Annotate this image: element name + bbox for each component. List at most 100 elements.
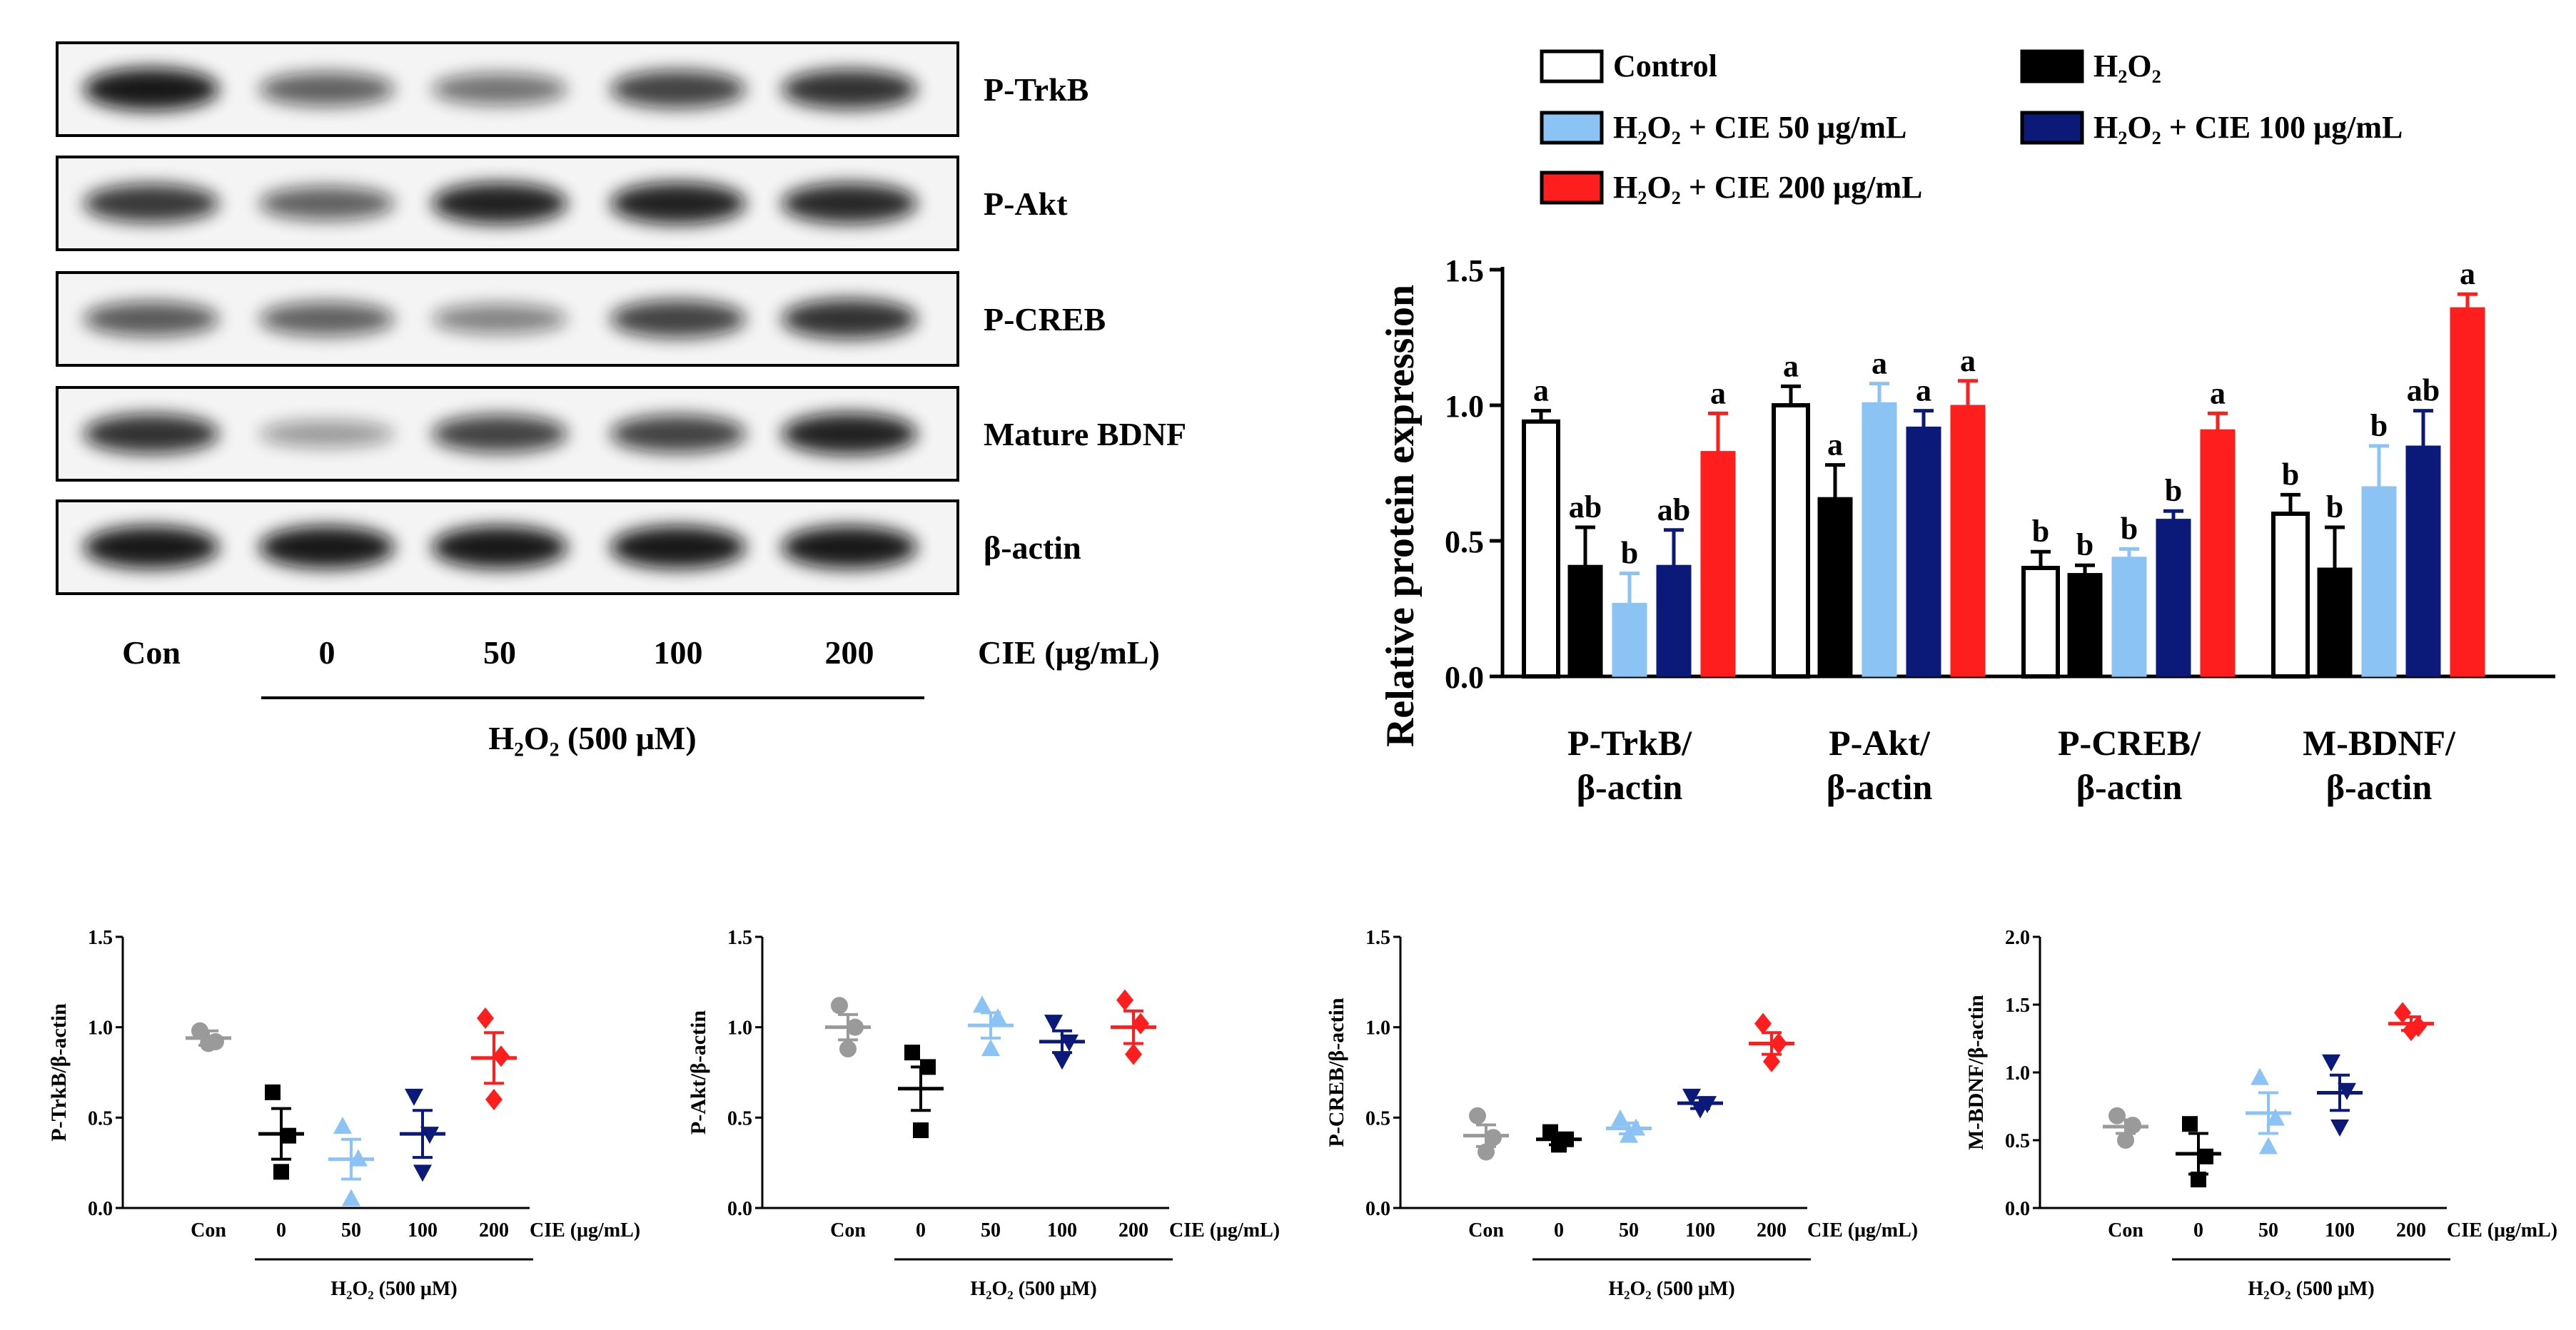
scatter-point — [2403, 1020, 2420, 1042]
scatter-y-tick-label: 1.0 — [727, 1017, 752, 1040]
bar-h-o-cie-50-g-ml-1 — [1612, 602, 1647, 677]
bar-h-o-4 — [2317, 567, 2353, 677]
scatter-x-unit-label: CIE (μg/mL) — [2447, 1219, 2557, 1242]
blot-unit-label: CIE (μg/mL) — [978, 634, 1160, 671]
scatter-point — [2182, 1116, 2198, 1132]
scatter-point — [2108, 1107, 2126, 1125]
bar-significance-letter: a — [1872, 346, 1887, 381]
bar-h-o-cie-200-g-ml-1 — [1700, 451, 1736, 677]
scatter-y-tick-label: 0.0 — [88, 1198, 113, 1220]
bar-h-o-cie-200-g-ml-4 — [2450, 307, 2485, 677]
scatter-x-tick-label: 100 — [1047, 1219, 1077, 1242]
bar-significance-letter: b — [2370, 408, 2388, 443]
blot-band — [84, 68, 219, 111]
scatter-y-tick-label: 1.5 — [88, 927, 113, 949]
scatter-point — [904, 1045, 920, 1061]
blot-band — [259, 72, 395, 106]
legend-entry-h-o-cie-200-g-ml: H₂O₂ + CIE 200 μg/mL — [1540, 170, 1922, 205]
bar-category-label-line2: β-actin — [2076, 767, 2183, 807]
scatter-x-tick-label: 0 — [916, 1219, 926, 1242]
blot-band — [610, 182, 746, 225]
scatter-x-tick-label: Con — [830, 1219, 866, 1242]
scatter-point — [981, 1039, 1000, 1057]
scatter-x-tick-label: 50 — [341, 1219, 361, 1242]
scatter-x-tick-label: Con — [2108, 1219, 2143, 1242]
scatter-h2o2-label: H₂O₂ (500 μM) — [2248, 1278, 2374, 1300]
scatter-point — [281, 1127, 296, 1144]
scatter-point — [2266, 1108, 2285, 1126]
bar-y-axis-label: Relative protein expression — [1378, 285, 1423, 747]
scatter-point — [2251, 1067, 2269, 1085]
scatter-point — [2394, 1002, 2411, 1024]
scatter-point — [2191, 1172, 2206, 1188]
scatter-x-tick-label: 200 — [479, 1219, 509, 1242]
scatter-point — [1611, 1109, 1630, 1127]
blot-label-actin: β-actin — [984, 529, 1081, 566]
scatter-y-tick-label: 1.0 — [88, 1017, 113, 1040]
scatter-x-unit-label: CIE (μg/mL) — [1807, 1219, 1918, 1242]
legend-entry-h-o-cie-100-g-ml: H₂O₂ + CIE 100 μg/mL — [2020, 110, 2403, 145]
bar-h-o-1 — [1567, 564, 1603, 677]
bar-h-o-cie-200-g-ml-3 — [2200, 429, 2236, 677]
blot-lane-label: 0 — [319, 634, 335, 671]
blot-h2o2-label: H₂O₂ (500 μM) — [488, 720, 696, 756]
scatter-point — [1542, 1124, 1558, 1140]
scatter-y-axis-label: P-Akt/β-actin — [687, 1010, 710, 1134]
bar-h-o-cie-100-g-ml-3 — [2156, 519, 2191, 677]
scatter-y-tick-label: 1.5 — [2005, 995, 2030, 1017]
blot-lane-label: 200 — [825, 634, 874, 671]
bar-significance-letter: ab — [2407, 373, 2440, 408]
scatter-h2o2-label: H₂O₂ (500 μM) — [970, 1278, 1096, 1300]
blot-strip-actin — [56, 499, 959, 595]
bar-category-label-line1: P-Akt/ — [1829, 723, 1931, 763]
bar-significance-letter: a — [1783, 348, 1799, 383]
legend-label: Control — [1613, 49, 1717, 83]
scatter-point — [1469, 1107, 1486, 1125]
scatter-x-tick-label: 50 — [1619, 1219, 1639, 1242]
scatter-x-tick-label: 0 — [1554, 1219, 1564, 1242]
bar-significance-letter: b — [2282, 457, 2299, 492]
scatter-panel-p-akt: 0.0 0.5 1.0 1.5 P-Akt/β-actin Con 0 50 100 200 CIE… — [687, 927, 1280, 1300]
scatter-x-tick-label: 100 — [1685, 1219, 1715, 1242]
blot-label-mature-bdnf: Mature BDNF — [984, 416, 1186, 452]
scatter-point — [191, 1022, 208, 1040]
scatter-panel-p-trkb: 0.0 0.5 1.0 1.5 P-TrkB/β-actin Con 0 50 100 200 CI… — [47, 927, 640, 1300]
scatter-point — [2198, 1148, 2213, 1164]
scatter-point — [2338, 1082, 2356, 1100]
scatter-point — [1551, 1137, 1567, 1153]
scatter-y-tick-label: 1.5 — [1365, 927, 1390, 949]
blot-lane-label: 50 — [483, 634, 516, 671]
scatter-point — [920, 1059, 936, 1075]
bar-category-label-line1: M-BDNF/ — [2303, 723, 2456, 763]
bar-y-tick-label: 0.0 — [1445, 660, 1484, 695]
scatter-h2o2-label: H₂O₂ (500 μM) — [330, 1278, 457, 1300]
legend-label: H₂O₂ — [2093, 49, 2161, 83]
legend-swatch — [1540, 111, 1604, 145]
bar-significance-letter: b — [2165, 473, 2182, 508]
scatter-x-tick-label: Con — [1468, 1219, 1504, 1242]
scatter-point — [477, 1007, 494, 1029]
scatter-x-tick-label: 200 — [1118, 1219, 1148, 1242]
scatter-x-tick-label: 200 — [1757, 1219, 1787, 1242]
legend-swatch — [2020, 111, 2084, 145]
bar-chart-legend: Control H₂O₂ H₂O₂ + CIE 50 μg/mL H₂O₂ + CIE… — [1540, 49, 2403, 205]
blot-lane-label: Con — [122, 634, 181, 671]
bar-h-o-cie-50-g-ml-2 — [1862, 402, 1897, 677]
scatter-y-tick-label: 1.5 — [727, 927, 752, 949]
scatter-point — [1125, 1043, 1142, 1065]
legend-swatch — [1540, 49, 1604, 83]
blot-band — [432, 182, 567, 225]
blot-label-p-akt: P-Akt — [984, 186, 1068, 222]
scatter-x-unit-label: CIE (μg/mL) — [530, 1219, 640, 1242]
bar-control-4 — [2271, 512, 2310, 679]
scatter-point — [1620, 1125, 1638, 1143]
scatter-y-tick-label: 0.5 — [2005, 1130, 2030, 1152]
blot-band — [259, 526, 395, 569]
scatter-point — [1060, 1034, 1079, 1052]
legend-entry-h-o-cie-50-g-ml: H₂O₂ + CIE 50 μg/mL — [1540, 110, 1906, 145]
legend-label: H₂O₂ + CIE 100 μg/mL — [2093, 110, 2403, 145]
scatter-point — [1132, 1012, 1149, 1035]
bar-y-tick-label: 0.5 — [1445, 524, 1484, 559]
scatter-y-axis-label: P-TrkB/β-actin — [47, 1003, 71, 1142]
